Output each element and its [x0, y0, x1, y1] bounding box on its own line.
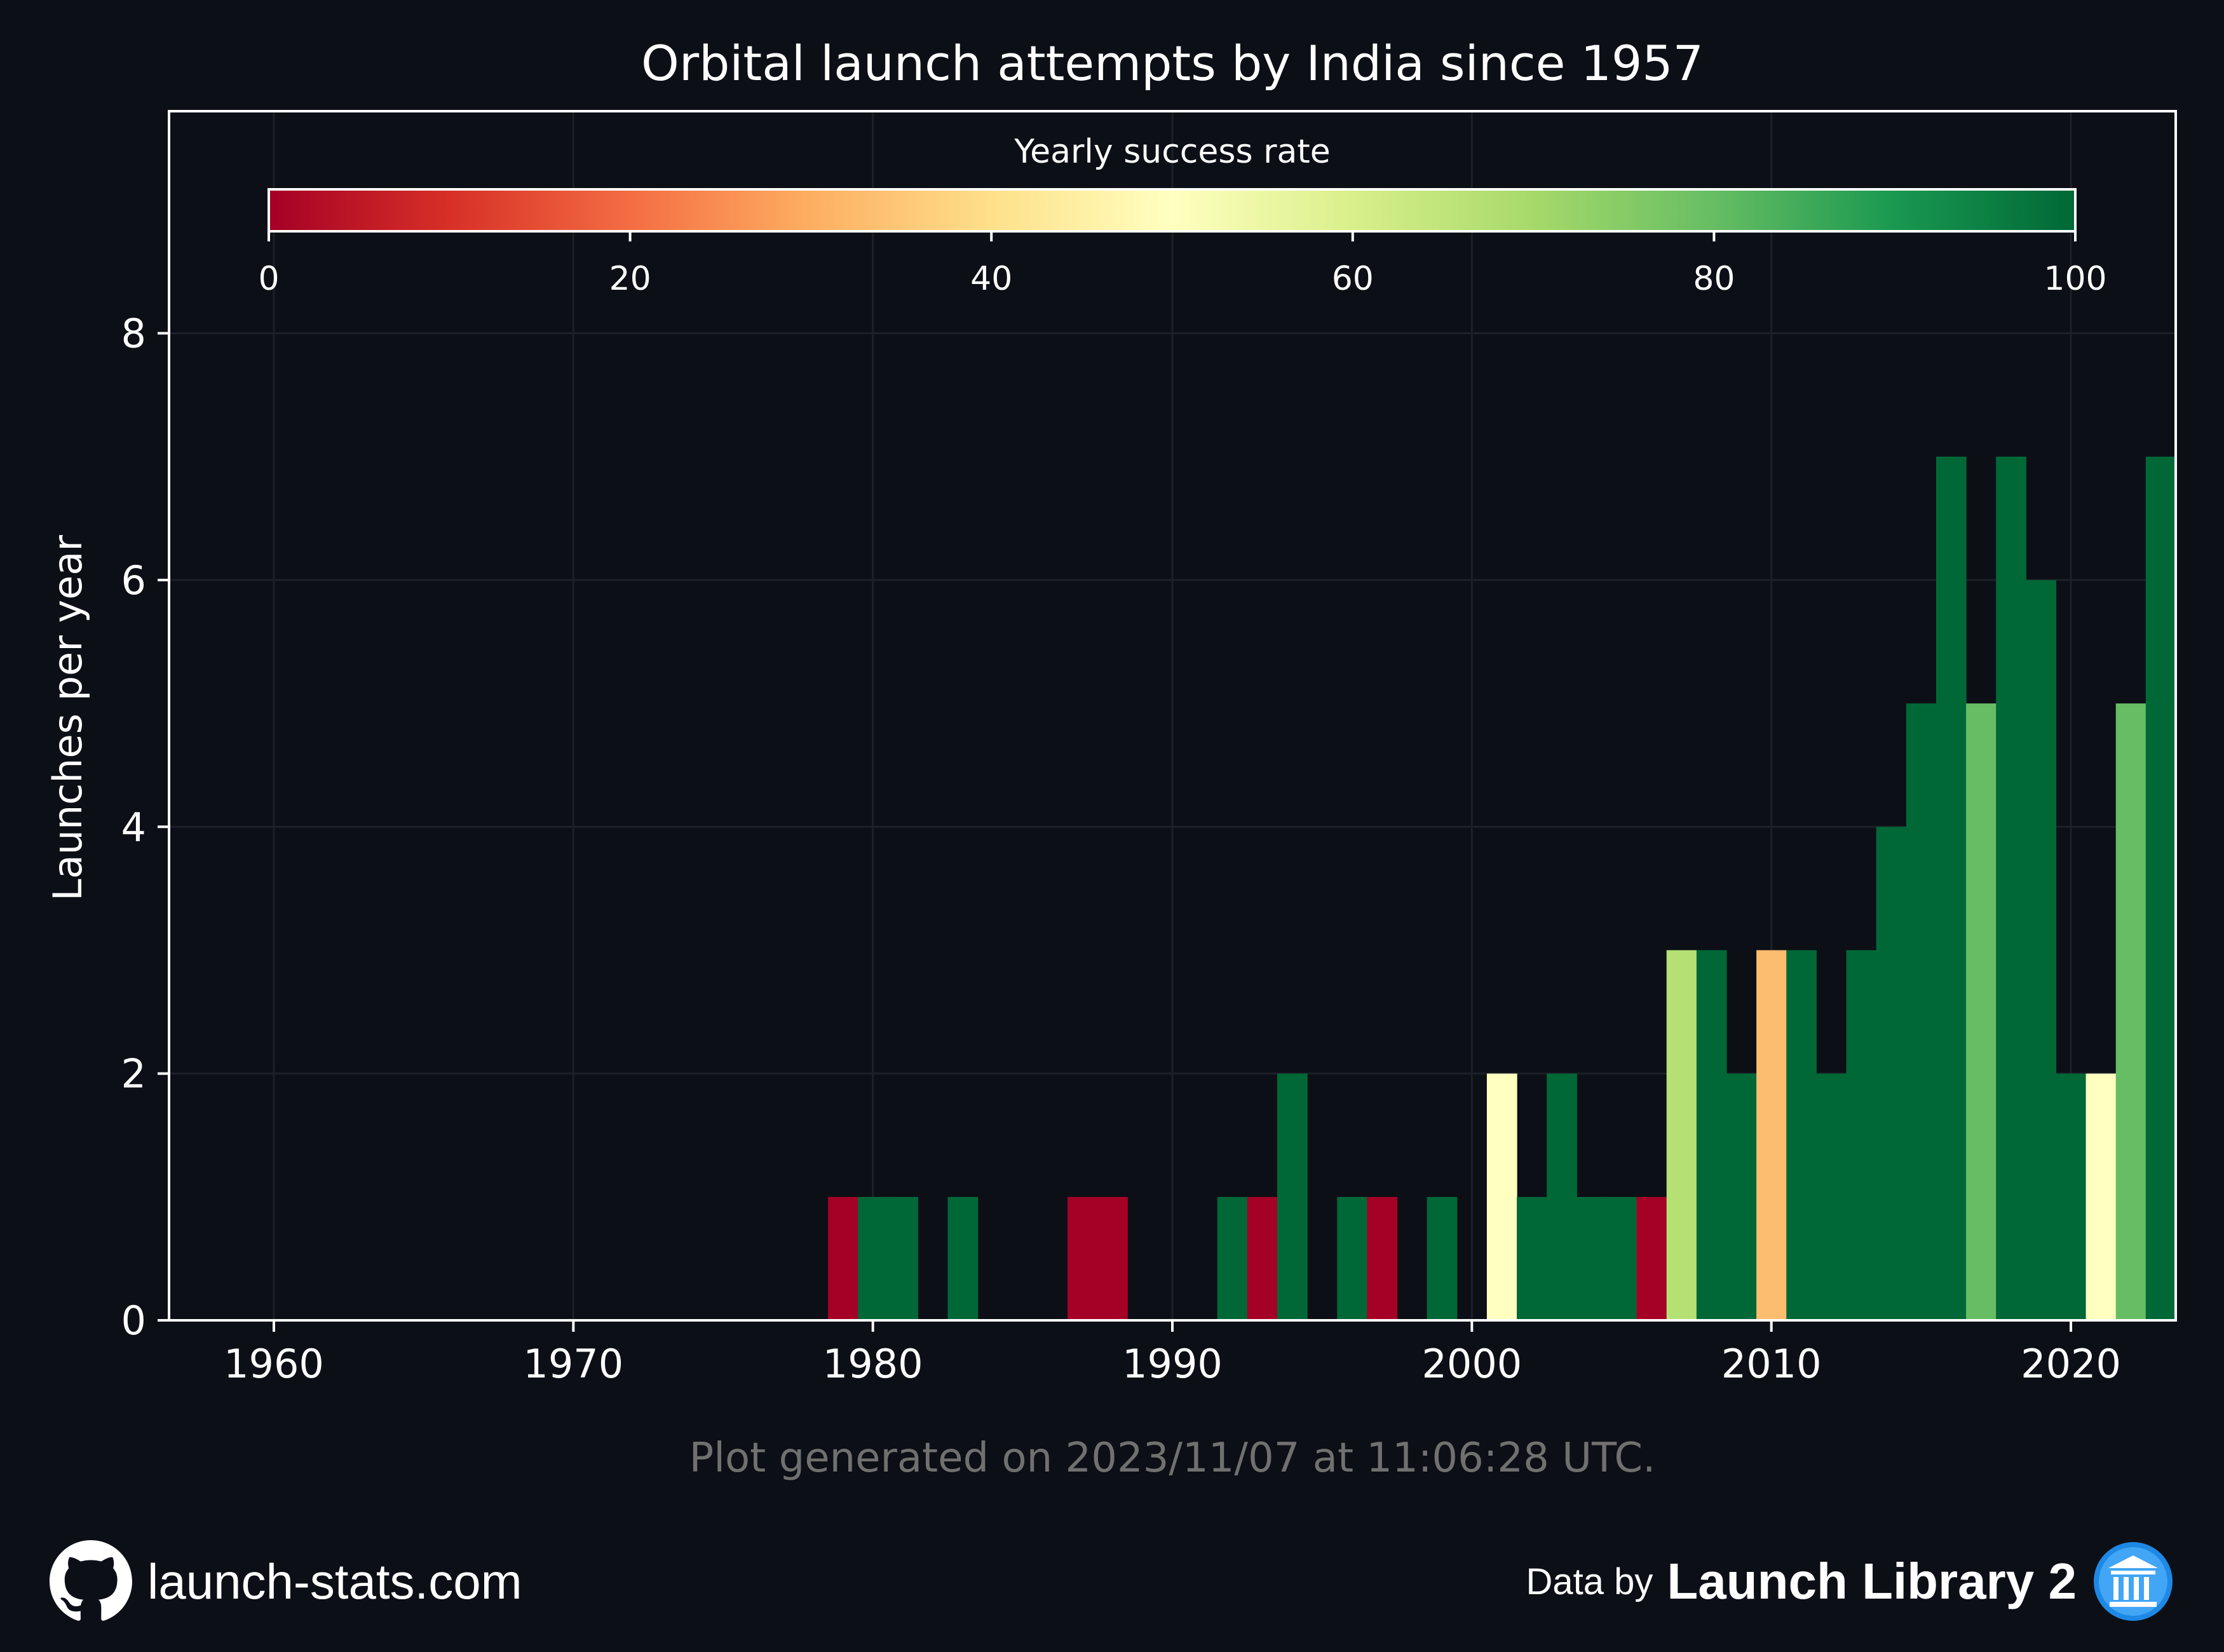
- bar-1980: [858, 1196, 888, 1320]
- bar-2007: [1666, 950, 1697, 1320]
- bar-1981: [888, 1196, 918, 1320]
- bar-2012: [1816, 1073, 1847, 1320]
- bar-2013: [1846, 950, 1877, 1320]
- colorbar-ticks: 0 20 40 60 80 100: [258, 231, 2107, 298]
- y-tick-label: 4: [121, 804, 146, 850]
- bar-2019: [2026, 579, 2057, 1320]
- colorbar-tick-label: 100: [2044, 260, 2106, 298]
- bar-2004: [1576, 1196, 1608, 1320]
- y-tick-label: 6: [121, 557, 146, 604]
- bar-1997: [1367, 1196, 1398, 1320]
- colorbar-tick-label: 60: [1332, 260, 1374, 298]
- bar-2005: [1606, 1196, 1637, 1320]
- bar-1987: [1068, 1196, 1098, 1320]
- footer-site-link[interactable]: launch-stats.com: [50, 1540, 522, 1623]
- bar-1996: [1337, 1196, 1367, 1320]
- bar-2017: [1966, 703, 1997, 1320]
- site-name: launch-stats.com: [147, 1553, 522, 1609]
- colorbar-tick-label: 80: [1693, 260, 1735, 298]
- bar-1992: [1217, 1196, 1248, 1320]
- x-tick-label: 2000: [1421, 1341, 1522, 1387]
- bar-2010: [1756, 950, 1787, 1320]
- colorbar-gradient: [268, 188, 2077, 233]
- x-tick-label: 1970: [523, 1341, 623, 1387]
- library-name: Launch Library 2: [1667, 1553, 2077, 1609]
- bar-1979: [827, 1196, 858, 1320]
- chart-title: Orbital launch attempts by India since 1…: [641, 35, 1704, 91]
- generated-timestamp: Plot generated on 2023/11/07 at 11:06:28…: [689, 1435, 1656, 1482]
- x-tick-label: 1990: [1122, 1341, 1223, 1387]
- bar-2015: [1906, 703, 1937, 1320]
- x-tick-label: 2020: [2021, 1341, 2121, 1387]
- bar-2014: [1876, 827, 1907, 1320]
- bar-1999: [1427, 1196, 1458, 1320]
- colorbar: Yearly success rate 0 20 40 60 80 100: [258, 133, 2106, 298]
- plot-area: 1960 1970 1980 1990 2000 2010 2020 0 2 4 6 8: [121, 110, 2177, 1387]
- bar-2009: [1726, 1073, 1757, 1320]
- bar-1993: [1247, 1196, 1278, 1320]
- bar-2016: [1936, 456, 1967, 1320]
- colorbar-label: Yearly success rate: [1014, 133, 1330, 171]
- bar-2022: [2115, 703, 2146, 1320]
- x-tick-label: 1960: [224, 1341, 324, 1387]
- x-tick-label: 1980: [823, 1341, 923, 1387]
- bar-2008: [1696, 950, 1727, 1320]
- y-axis-label: Launches per year: [44, 535, 91, 901]
- y-tick-label: 2: [121, 1051, 146, 1097]
- bar-2021: [2085, 1073, 2117, 1320]
- data-by-label: Data by: [1526, 1561, 1653, 1602]
- y-tick-label: 8: [121, 311, 146, 357]
- y-axis: 0 2 4 6 8: [121, 311, 169, 1344]
- bar-2001: [1486, 1073, 1517, 1320]
- x-axis: 1960 1970 1980 1990 2000 2010 2020: [224, 1320, 2121, 1387]
- colorbar-tick-label: 40: [970, 260, 1012, 298]
- bar-2002: [1517, 1196, 1547, 1320]
- footer-data-source[interactable]: Data by Launch Library 2: [1526, 1540, 2175, 1623]
- colorbar-tick-label: 0: [258, 260, 279, 298]
- bar-2018: [1996, 456, 2026, 1320]
- colorbar-tick-label: 20: [609, 260, 651, 298]
- bar-2006: [1636, 1196, 1667, 1320]
- bar-2020: [2056, 1073, 2087, 1320]
- bar-1988: [1097, 1196, 1128, 1320]
- bar-2011: [1786, 950, 1817, 1320]
- y-tick-label: 0: [121, 1297, 146, 1344]
- bar-1994: [1277, 1073, 1308, 1320]
- bar-2003: [1547, 1073, 1577, 1320]
- institution-icon: [2094, 1542, 2173, 1621]
- bar-2023: [2145, 456, 2176, 1320]
- bars: [827, 456, 2176, 1320]
- github-icon: [50, 1540, 132, 1621]
- bar-1983: [947, 1196, 979, 1320]
- x-tick-label: 2010: [1721, 1341, 1822, 1387]
